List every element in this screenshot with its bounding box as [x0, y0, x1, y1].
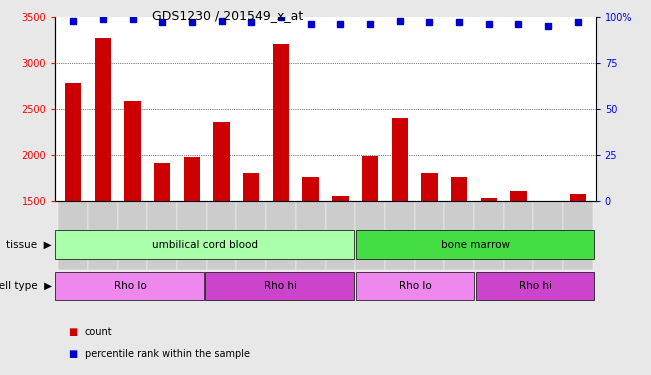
Bar	[391, 118, 408, 201]
Bar	[332, 196, 348, 201]
Bar	[510, 191, 527, 201]
FancyBboxPatch shape	[385, 202, 415, 270]
FancyBboxPatch shape	[207, 202, 236, 270]
Bar	[206, 272, 354, 300]
Text: Rho lo: Rho lo	[399, 281, 432, 291]
Bar	[355, 272, 474, 300]
Text: tissue  ▶: tissue ▶	[7, 240, 52, 250]
FancyBboxPatch shape	[177, 202, 207, 270]
Bar	[570, 194, 586, 201]
Bar	[480, 198, 497, 201]
Bar	[451, 177, 467, 201]
Bar	[124, 101, 141, 201]
Text: ■: ■	[68, 350, 77, 359]
Text: Rho hi: Rho hi	[264, 281, 297, 291]
FancyBboxPatch shape	[533, 202, 563, 270]
Bar	[476, 272, 594, 300]
FancyBboxPatch shape	[415, 202, 444, 270]
Text: Rho lo: Rho lo	[114, 281, 146, 291]
FancyBboxPatch shape	[236, 202, 266, 270]
Bar	[65, 83, 81, 201]
Text: bone marrow: bone marrow	[441, 240, 510, 250]
Bar	[214, 122, 230, 201]
Bar	[94, 38, 111, 201]
Text: Rho hi: Rho hi	[519, 281, 552, 291]
FancyBboxPatch shape	[355, 202, 385, 270]
FancyBboxPatch shape	[266, 202, 296, 270]
Bar	[421, 173, 437, 201]
Bar	[55, 272, 204, 300]
Text: percentile rank within the sample: percentile rank within the sample	[85, 350, 249, 359]
Bar	[303, 177, 319, 201]
Bar	[243, 173, 260, 201]
FancyBboxPatch shape	[296, 202, 326, 270]
FancyBboxPatch shape	[118, 202, 147, 270]
Bar	[355, 230, 594, 259]
FancyBboxPatch shape	[88, 202, 118, 270]
FancyBboxPatch shape	[474, 202, 504, 270]
Bar	[154, 163, 171, 201]
FancyBboxPatch shape	[504, 202, 533, 270]
FancyBboxPatch shape	[147, 202, 177, 270]
Text: ■: ■	[68, 327, 77, 337]
FancyBboxPatch shape	[59, 202, 88, 270]
Bar	[362, 156, 378, 201]
FancyBboxPatch shape	[444, 202, 474, 270]
FancyBboxPatch shape	[563, 202, 592, 270]
Bar	[184, 157, 200, 201]
Bar	[273, 44, 289, 201]
Bar	[55, 230, 354, 259]
Text: cell type  ▶: cell type ▶	[0, 281, 52, 291]
Text: count: count	[85, 327, 112, 337]
Text: umbilical cord blood: umbilical cord blood	[152, 240, 258, 250]
FancyBboxPatch shape	[326, 202, 355, 270]
Text: GDS1230 / 201549_x_at: GDS1230 / 201549_x_at	[152, 9, 303, 22]
